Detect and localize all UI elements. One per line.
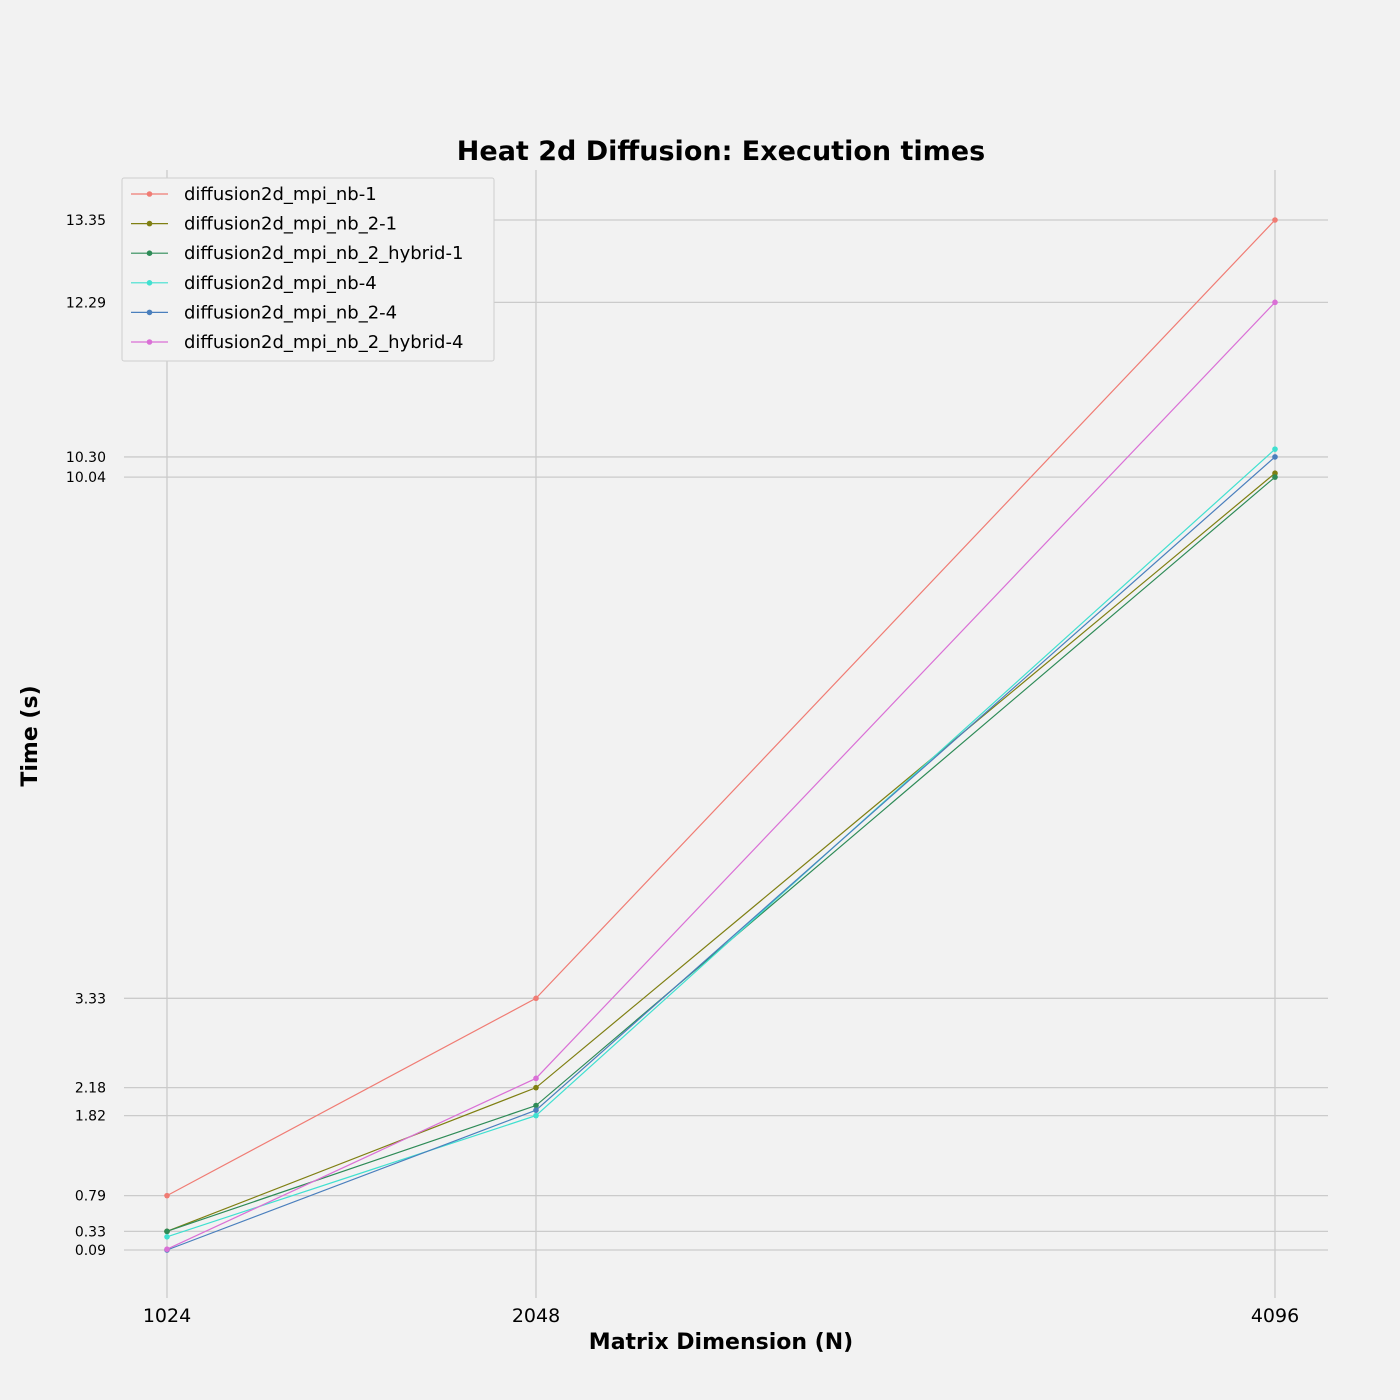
y-tick-label: 13.35: [66, 213, 106, 229]
y-tick-label: 3.33: [75, 991, 106, 1007]
legend-swatch-marker: [146, 280, 153, 286]
series-line: [166, 448, 1276, 1238]
data-point: [164, 1228, 170, 1235]
data-point: [1272, 470, 1278, 477]
y-tick-label: 2.18: [75, 1081, 106, 1097]
data-point: [533, 1084, 539, 1091]
legend-swatch-marker: [146, 309, 153, 316]
series-line: [166, 476, 1276, 1232]
data-point: [533, 1102, 539, 1109]
x-tick-label: 4096: [1251, 1305, 1299, 1327]
data-point: [533, 1112, 539, 1119]
data-point: [1272, 217, 1278, 223]
y-tick-label: 1.82: [75, 1109, 106, 1125]
series-diffusion2d_mpi_nb_2_hybrid-4: [164, 299, 1278, 1253]
data-point: [1272, 454, 1278, 460]
data-point: [164, 1246, 170, 1253]
legend-box: [121, 177, 495, 362]
legend-swatch-marker: [146, 220, 153, 227]
legend-label: diffusion2d_mpi_nb-1: [184, 184, 377, 205]
series-diffusion2d_mpi_nb-1: [164, 217, 1278, 1199]
series-line: [166, 472, 1276, 1232]
data-point: [533, 1107, 539, 1113]
series-diffusion2d_mpi_nb-4: [164, 446, 1278, 1240]
legend-swatch-marker: [146, 250, 153, 256]
legend: diffusion2d_mpi_nb-1 diffusion2d_mpi_nb_2…: [121, 177, 495, 362]
y-tick-labels: 0.09 0.33 0.79 1.82 2.18 3.33 10.04 10.30 12.29 1…: [66, 213, 106, 1259]
legend-swatch-marker: [146, 191, 153, 197]
data-point: [533, 1075, 539, 1082]
x-axis-label: Matrix Dimension (N): [589, 1330, 853, 1355]
series-diffusion2d_mpi_nb_2-4: [164, 454, 1278, 1253]
data-point: [533, 995, 539, 1002]
legend-label: diffusion2d_mpi_nb_2_hybrid-4: [184, 332, 463, 353]
series-lines: [164, 217, 1278, 1253]
legend-swatch-marker: [146, 339, 153, 345]
legend-label: diffusion2d_mpi_nb_2_hybrid-1: [184, 243, 463, 264]
y-tick-label: 12.29: [66, 295, 106, 311]
y-tick-label: 0.79: [75, 1189, 106, 1205]
data-point: [164, 1233, 170, 1240]
series-line: [166, 219, 1276, 1197]
series-line: [166, 456, 1276, 1251]
y-tick-label: 0.09: [75, 1243, 106, 1259]
legend-label: diffusion2d_mpi_nb_2-1: [184, 214, 397, 235]
x-tick-label: 2048: [512, 1305, 560, 1327]
y-tick-label: 0.33: [75, 1224, 106, 1240]
data-point: [1272, 474, 1278, 480]
y-tick-label: 10.30: [66, 450, 106, 466]
x-tick-label: 1024: [143, 1305, 191, 1327]
chart-title: Heat 2d Diffusion: Execution times: [457, 136, 985, 167]
series-diffusion2d_mpi_nb_2_hybrid-1: [164, 474, 1278, 1235]
data-point: [164, 1192, 170, 1199]
data-point: [1272, 446, 1278, 452]
x-tick-labels: 1024 2048 4096: [143, 1305, 1299, 1327]
series-diffusion2d_mpi_nb_2-1: [164, 470, 1278, 1235]
y-axis-label: Time (s): [18, 685, 43, 786]
legend-label: diffusion2d_mpi_nb_2-4: [184, 302, 397, 323]
legend-label: diffusion2d_mpi_nb-4: [184, 273, 377, 294]
data-point: [1272, 299, 1278, 306]
y-tick-label: 10.04: [66, 470, 106, 486]
